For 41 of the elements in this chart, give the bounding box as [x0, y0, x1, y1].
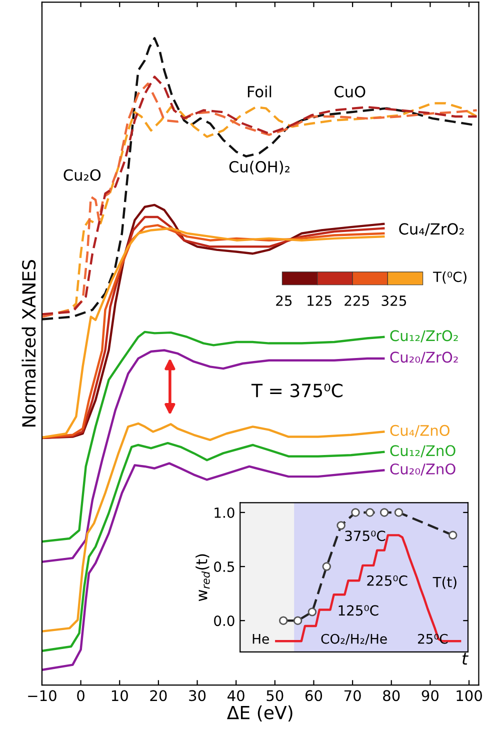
x-tick-label: −10 — [28, 690, 56, 702]
x-tick-label: 40 — [228, 690, 244, 702]
x-axis-title: t — [462, 652, 469, 665]
annotation: Foil — [248, 86, 272, 98]
x-tick-label: 10 — [112, 690, 128, 702]
annotation: 225 — [344, 295, 369, 306]
x-tick-label: 90 — [422, 690, 439, 702]
annotation: CO₂/H₂/He — [321, 634, 387, 645]
x-tick-label: 70 — [344, 690, 361, 702]
x-tick-label: 60 — [305, 690, 322, 702]
y-tick-label: 0.5 — [214, 562, 234, 572]
annotation: T = 375⁰C — [251, 384, 342, 398]
x-tick-label: 30 — [189, 690, 206, 702]
x-axis-title: ΔE (eV) — [226, 705, 292, 722]
annotation: Cu₄/ZrO₂ — [399, 223, 464, 236]
annotation: 125⁰C — [338, 605, 378, 616]
x-tick-label: 20 — [150, 690, 167, 702]
annotation: CuO — [334, 86, 366, 98]
x-tick-label: 0 — [77, 690, 84, 702]
annotation: 25 — [276, 295, 292, 306]
annotation: 375⁰C — [345, 530, 386, 542]
x-tick-label: 100 — [456, 690, 482, 702]
y-tick-label: 1.0 — [214, 507, 234, 518]
annotation: 225⁰C — [367, 575, 408, 586]
annotation: T(t) — [432, 576, 456, 589]
y-axis-title: w$_{red}$(t) — [196, 554, 210, 602]
annotation: 325 — [382, 295, 406, 306]
annotation: He — [252, 634, 269, 644]
series-label: Cu₁₂/ZrO₂ — [390, 330, 458, 342]
annotation: Cu₂O — [64, 169, 101, 181]
x-tick-label: 50 — [266, 690, 284, 702]
y-tick-label: 0.0 — [214, 616, 234, 626]
x-tick-label: 80 — [383, 690, 400, 702]
y-axis-title: Normalized XANES — [22, 260, 36, 426]
series-label: Cu₂₀/ZrO₂ — [390, 352, 458, 364]
series-label: Cu₁₂/ZnO — [390, 445, 456, 458]
annotation: Cu(OH)₂ — [229, 160, 290, 174]
series-label: Cu₂₀/ZnO — [390, 463, 456, 476]
series-label: Cu₄/ZnO — [390, 424, 450, 438]
annotation: T(⁰C) — [433, 271, 466, 284]
annotation: 125 — [308, 295, 332, 306]
